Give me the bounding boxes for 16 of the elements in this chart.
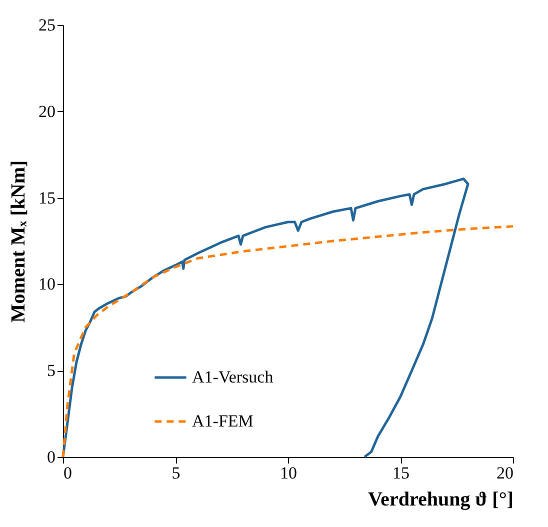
x-tick-label: 15 (392, 464, 410, 482)
y-tick-label: 15 (38, 188, 56, 208)
x-axis-title: Verdrehung ϑ [°] (368, 488, 514, 510)
x-tick-label: 10 (280, 464, 297, 482)
line-series (62, 178, 470, 458)
y-tick-label: 5 (47, 361, 56, 380)
y-tick-label: 20 (38, 102, 56, 121)
x-tick-label: 0 (64, 464, 72, 482)
y-tick-label: 0 (47, 448, 56, 466)
x-tick-label: 5 (172, 464, 180, 482)
legend-label: A1-FEM (192, 412, 254, 430)
x-tick-label: 20 (496, 464, 514, 482)
y-axis-title: Moment Mₓ [kNm] (8, 160, 30, 323)
legend-label: A1-Versuch (192, 368, 274, 386)
y-tick-label: 25 (38, 16, 56, 34)
y-tick-label: 10 (38, 274, 56, 294)
